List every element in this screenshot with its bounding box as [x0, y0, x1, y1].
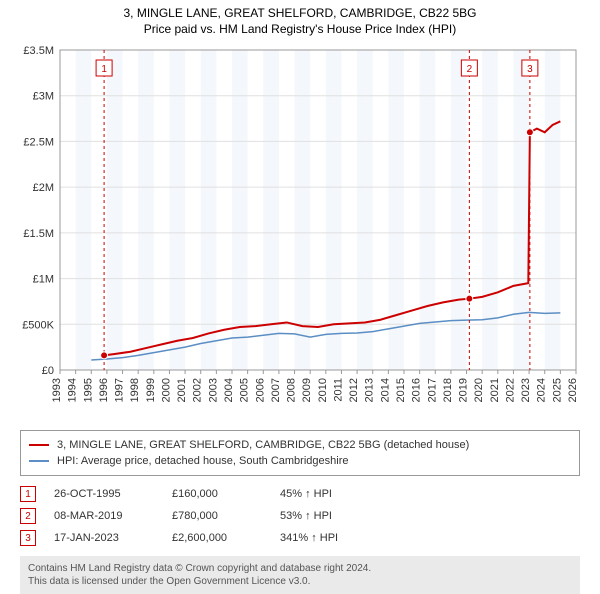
- svg-text:1995: 1995: [82, 378, 94, 402]
- svg-text:1: 1: [101, 64, 107, 75]
- svg-text:1993: 1993: [51, 378, 63, 402]
- svg-text:1994: 1994: [67, 378, 79, 402]
- svg-text:3: 3: [527, 64, 533, 75]
- events-table: 1 26-OCT-1995 £160,000 45% ↑ HPI 2 08-MA…: [20, 486, 580, 546]
- svg-text:2014: 2014: [379, 378, 391, 402]
- title-line-2: Price paid vs. HM Land Registry's House …: [124, 22, 477, 36]
- svg-text:£0: £0: [42, 365, 54, 377]
- svg-text:2013: 2013: [364, 378, 376, 402]
- legend-row-blue: HPI: Average price, detached house, Sout…: [29, 453, 571, 469]
- svg-text:2003: 2003: [207, 378, 219, 402]
- svg-text:2012: 2012: [348, 378, 360, 402]
- svg-text:£1M: £1M: [33, 274, 54, 286]
- event-hpi: 53% ↑ HPI: [280, 510, 390, 522]
- legend-label-blue: HPI: Average price, detached house, Sout…: [57, 455, 348, 467]
- svg-text:2019: 2019: [458, 378, 470, 402]
- legend-swatch-blue: [29, 460, 49, 462]
- svg-text:2017: 2017: [426, 378, 438, 402]
- footer-line-1: Contains HM Land Registry data © Crown c…: [28, 562, 572, 575]
- svg-text:£3M: £3M: [33, 91, 54, 103]
- legend: 3, MINGLE LANE, GREAT SHELFORD, CAMBRIDG…: [20, 430, 580, 476]
- svg-text:2007: 2007: [270, 378, 282, 402]
- event-date: 26-OCT-1995: [54, 488, 154, 500]
- event-row: 1 26-OCT-1995 £160,000 45% ↑ HPI: [20, 486, 580, 502]
- legend-swatch-red: [29, 444, 49, 446]
- svg-text:2002: 2002: [192, 378, 204, 402]
- svg-text:2001: 2001: [176, 378, 188, 402]
- svg-text:2021: 2021: [489, 378, 501, 402]
- svg-text:2025: 2025: [551, 378, 563, 402]
- legend-row-red: 3, MINGLE LANE, GREAT SHELFORD, CAMBRIDG…: [29, 437, 571, 453]
- svg-text:£1.5M: £1.5M: [23, 228, 54, 240]
- event-marker: 1: [20, 486, 36, 502]
- svg-text:1997: 1997: [114, 378, 126, 402]
- event-row: 2 08-MAR-2019 £780,000 53% ↑ HPI: [20, 508, 580, 524]
- event-marker: 2: [20, 508, 36, 524]
- svg-text:£2.5M: £2.5M: [23, 136, 54, 148]
- event-date: 08-MAR-2019: [54, 510, 154, 522]
- svg-text:2020: 2020: [473, 378, 485, 402]
- svg-text:2024: 2024: [536, 378, 548, 402]
- svg-text:2016: 2016: [411, 378, 423, 402]
- svg-text:2010: 2010: [317, 378, 329, 402]
- legend-label-red: 3, MINGLE LANE, GREAT SHELFORD, CAMBRIDG…: [57, 439, 469, 451]
- event-price: £160,000: [172, 488, 262, 500]
- svg-text:£500K: £500K: [22, 319, 54, 331]
- title-block: 3, MINGLE LANE, GREAT SHELFORD, CAMBRIDG…: [124, 6, 477, 36]
- svg-text:2004: 2004: [223, 378, 235, 402]
- footer-line-2: This data is licensed under the Open Gov…: [28, 575, 572, 588]
- event-hpi: 341% ↑ HPI: [280, 532, 390, 544]
- event-marker: 3: [20, 530, 36, 546]
- svg-text:1996: 1996: [98, 378, 110, 402]
- svg-text:1999: 1999: [145, 378, 157, 402]
- event-price: £2,600,000: [172, 532, 262, 544]
- svg-text:2: 2: [467, 64, 473, 75]
- event-hpi: 45% ↑ HPI: [280, 488, 390, 500]
- svg-text:2000: 2000: [160, 378, 172, 402]
- svg-text:2015: 2015: [395, 378, 407, 402]
- footer: Contains HM Land Registry data © Crown c…: [20, 556, 580, 594]
- svg-text:1998: 1998: [129, 378, 141, 402]
- svg-text:2009: 2009: [301, 378, 313, 402]
- title-line-1: 3, MINGLE LANE, GREAT SHELFORD, CAMBRIDG…: [124, 6, 477, 20]
- svg-text:2006: 2006: [254, 378, 266, 402]
- chart-svg: £0£500K£1M£1.5M£2M£2.5M£3M£3.5M199319941…: [10, 40, 590, 420]
- svg-text:£2M: £2M: [33, 182, 54, 194]
- svg-text:2005: 2005: [239, 378, 251, 402]
- svg-text:2018: 2018: [442, 378, 454, 402]
- svg-text:2011: 2011: [332, 378, 344, 402]
- event-date: 17-JAN-2023: [54, 532, 154, 544]
- svg-text:2023: 2023: [520, 378, 532, 402]
- svg-text:2022: 2022: [504, 378, 516, 402]
- svg-text:2026: 2026: [567, 378, 579, 402]
- svg-text:£3.5M: £3.5M: [23, 45, 54, 57]
- svg-text:2008: 2008: [286, 378, 298, 402]
- price-chart: £0£500K£1M£1.5M£2M£2.5M£3M£3.5M199319941…: [10, 40, 590, 420]
- event-price: £780,000: [172, 510, 262, 522]
- event-row: 3 17-JAN-2023 £2,600,000 341% ↑ HPI: [20, 530, 580, 546]
